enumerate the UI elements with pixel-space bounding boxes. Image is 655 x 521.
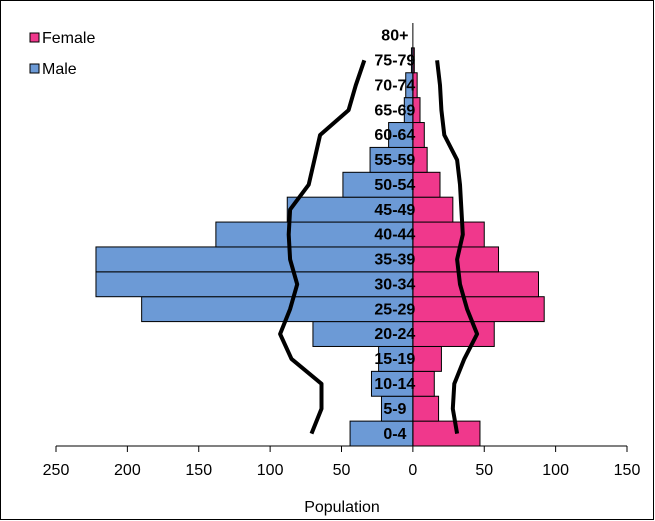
- category-label: 20-24: [374, 326, 415, 343]
- bar: [412, 196, 454, 223]
- bar: [95, 271, 414, 298]
- legend-label: Male: [42, 61, 77, 78]
- category-label: 65-69: [374, 102, 415, 119]
- category-label: 35-39: [374, 252, 415, 269]
- bar: [388, 122, 414, 148]
- category-label: 60-64: [374, 127, 415, 144]
- bar: [412, 370, 435, 397]
- bar: [286, 196, 414, 223]
- category-label: 55-59: [374, 152, 415, 169]
- bar: [412, 271, 539, 298]
- x-tick-label: 0: [408, 462, 417, 479]
- comparison-line: [435, 60, 480, 434]
- bar: [369, 146, 414, 173]
- category-label: 30-34: [374, 276, 415, 293]
- bar: [412, 221, 485, 248]
- x-tick-label: 150: [185, 462, 212, 479]
- bar: [95, 246, 414, 273]
- category-label: 50-54: [374, 177, 415, 194]
- legend-swatch: [29, 32, 40, 43]
- bar: [215, 221, 414, 248]
- bar: [412, 395, 440, 422]
- legend-label: Female: [42, 30, 95, 47]
- x-tick-label: 50: [333, 462, 351, 479]
- bar: [412, 345, 442, 372]
- x-axis-label: Population: [304, 499, 380, 516]
- x-tick-label: 200: [114, 462, 141, 479]
- x-tick-label: 50: [475, 462, 493, 479]
- x-tick-label: 250: [43, 462, 70, 479]
- category-label: 0-4: [383, 426, 406, 443]
- bar: [412, 171, 441, 198]
- bar: [312, 321, 414, 347]
- bar: [141, 296, 414, 323]
- category-label: 45-49: [374, 202, 415, 219]
- comparison-line: [278, 59, 367, 435]
- bar: [412, 420, 481, 447]
- x-tick-label: 100: [257, 462, 284, 479]
- bar: [412, 296, 545, 323]
- category-label: 25-29: [374, 301, 415, 318]
- category-label: 10-14: [374, 376, 415, 393]
- legend-swatch: [29, 63, 40, 74]
- category-label: 15-19: [374, 351, 415, 368]
- category-label: 80+: [381, 28, 408, 45]
- category-label: 40-44: [374, 227, 415, 244]
- x-tick-label: 150: [614, 462, 641, 479]
- bar: [412, 321, 495, 347]
- category-label: 70-74: [374, 77, 415, 94]
- x-tick-label: 100: [542, 462, 569, 479]
- category-label: 75-79: [374, 53, 415, 70]
- category-label: 5-9: [383, 401, 406, 418]
